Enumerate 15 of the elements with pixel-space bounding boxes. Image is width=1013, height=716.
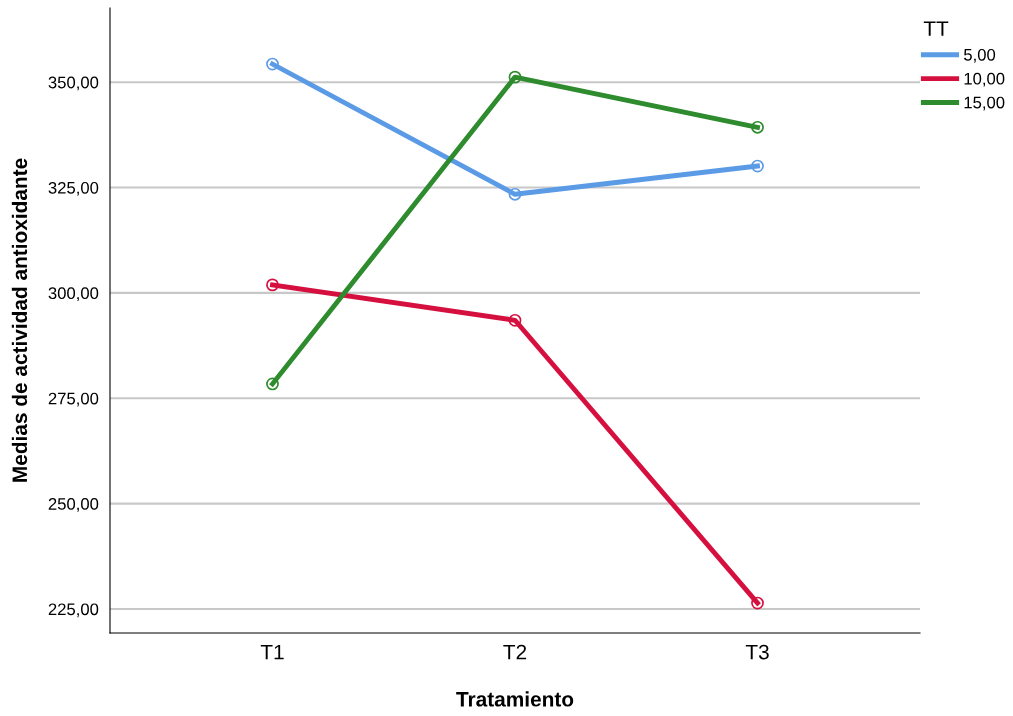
- legend-label: 10,00: [964, 72, 1005, 87]
- x-tick-label: T2: [503, 644, 527, 660]
- y-tick-label: 325,00: [48, 181, 99, 196]
- y-tick-label: 250,00: [48, 498, 99, 512]
- y-tick-label: 225,00: [48, 603, 99, 618]
- y-tick-label: 300,00: [48, 287, 99, 302]
- x-tick-label: T1: [260, 644, 284, 660]
- y-tick-label: 350,00: [48, 76, 99, 91]
- y-tick-label: 275,00: [48, 392, 99, 407]
- x-axis-title: Tratamiento: [456, 691, 574, 707]
- x-tick-label: T3: [745, 644, 769, 660]
- legend-label: 15,00: [964, 96, 1005, 111]
- y-axis-title: Medias de actividad antioxidante: [11, 158, 28, 482]
- legend-title: TT: [923, 21, 949, 36]
- legend-label: 5,00: [964, 48, 996, 63]
